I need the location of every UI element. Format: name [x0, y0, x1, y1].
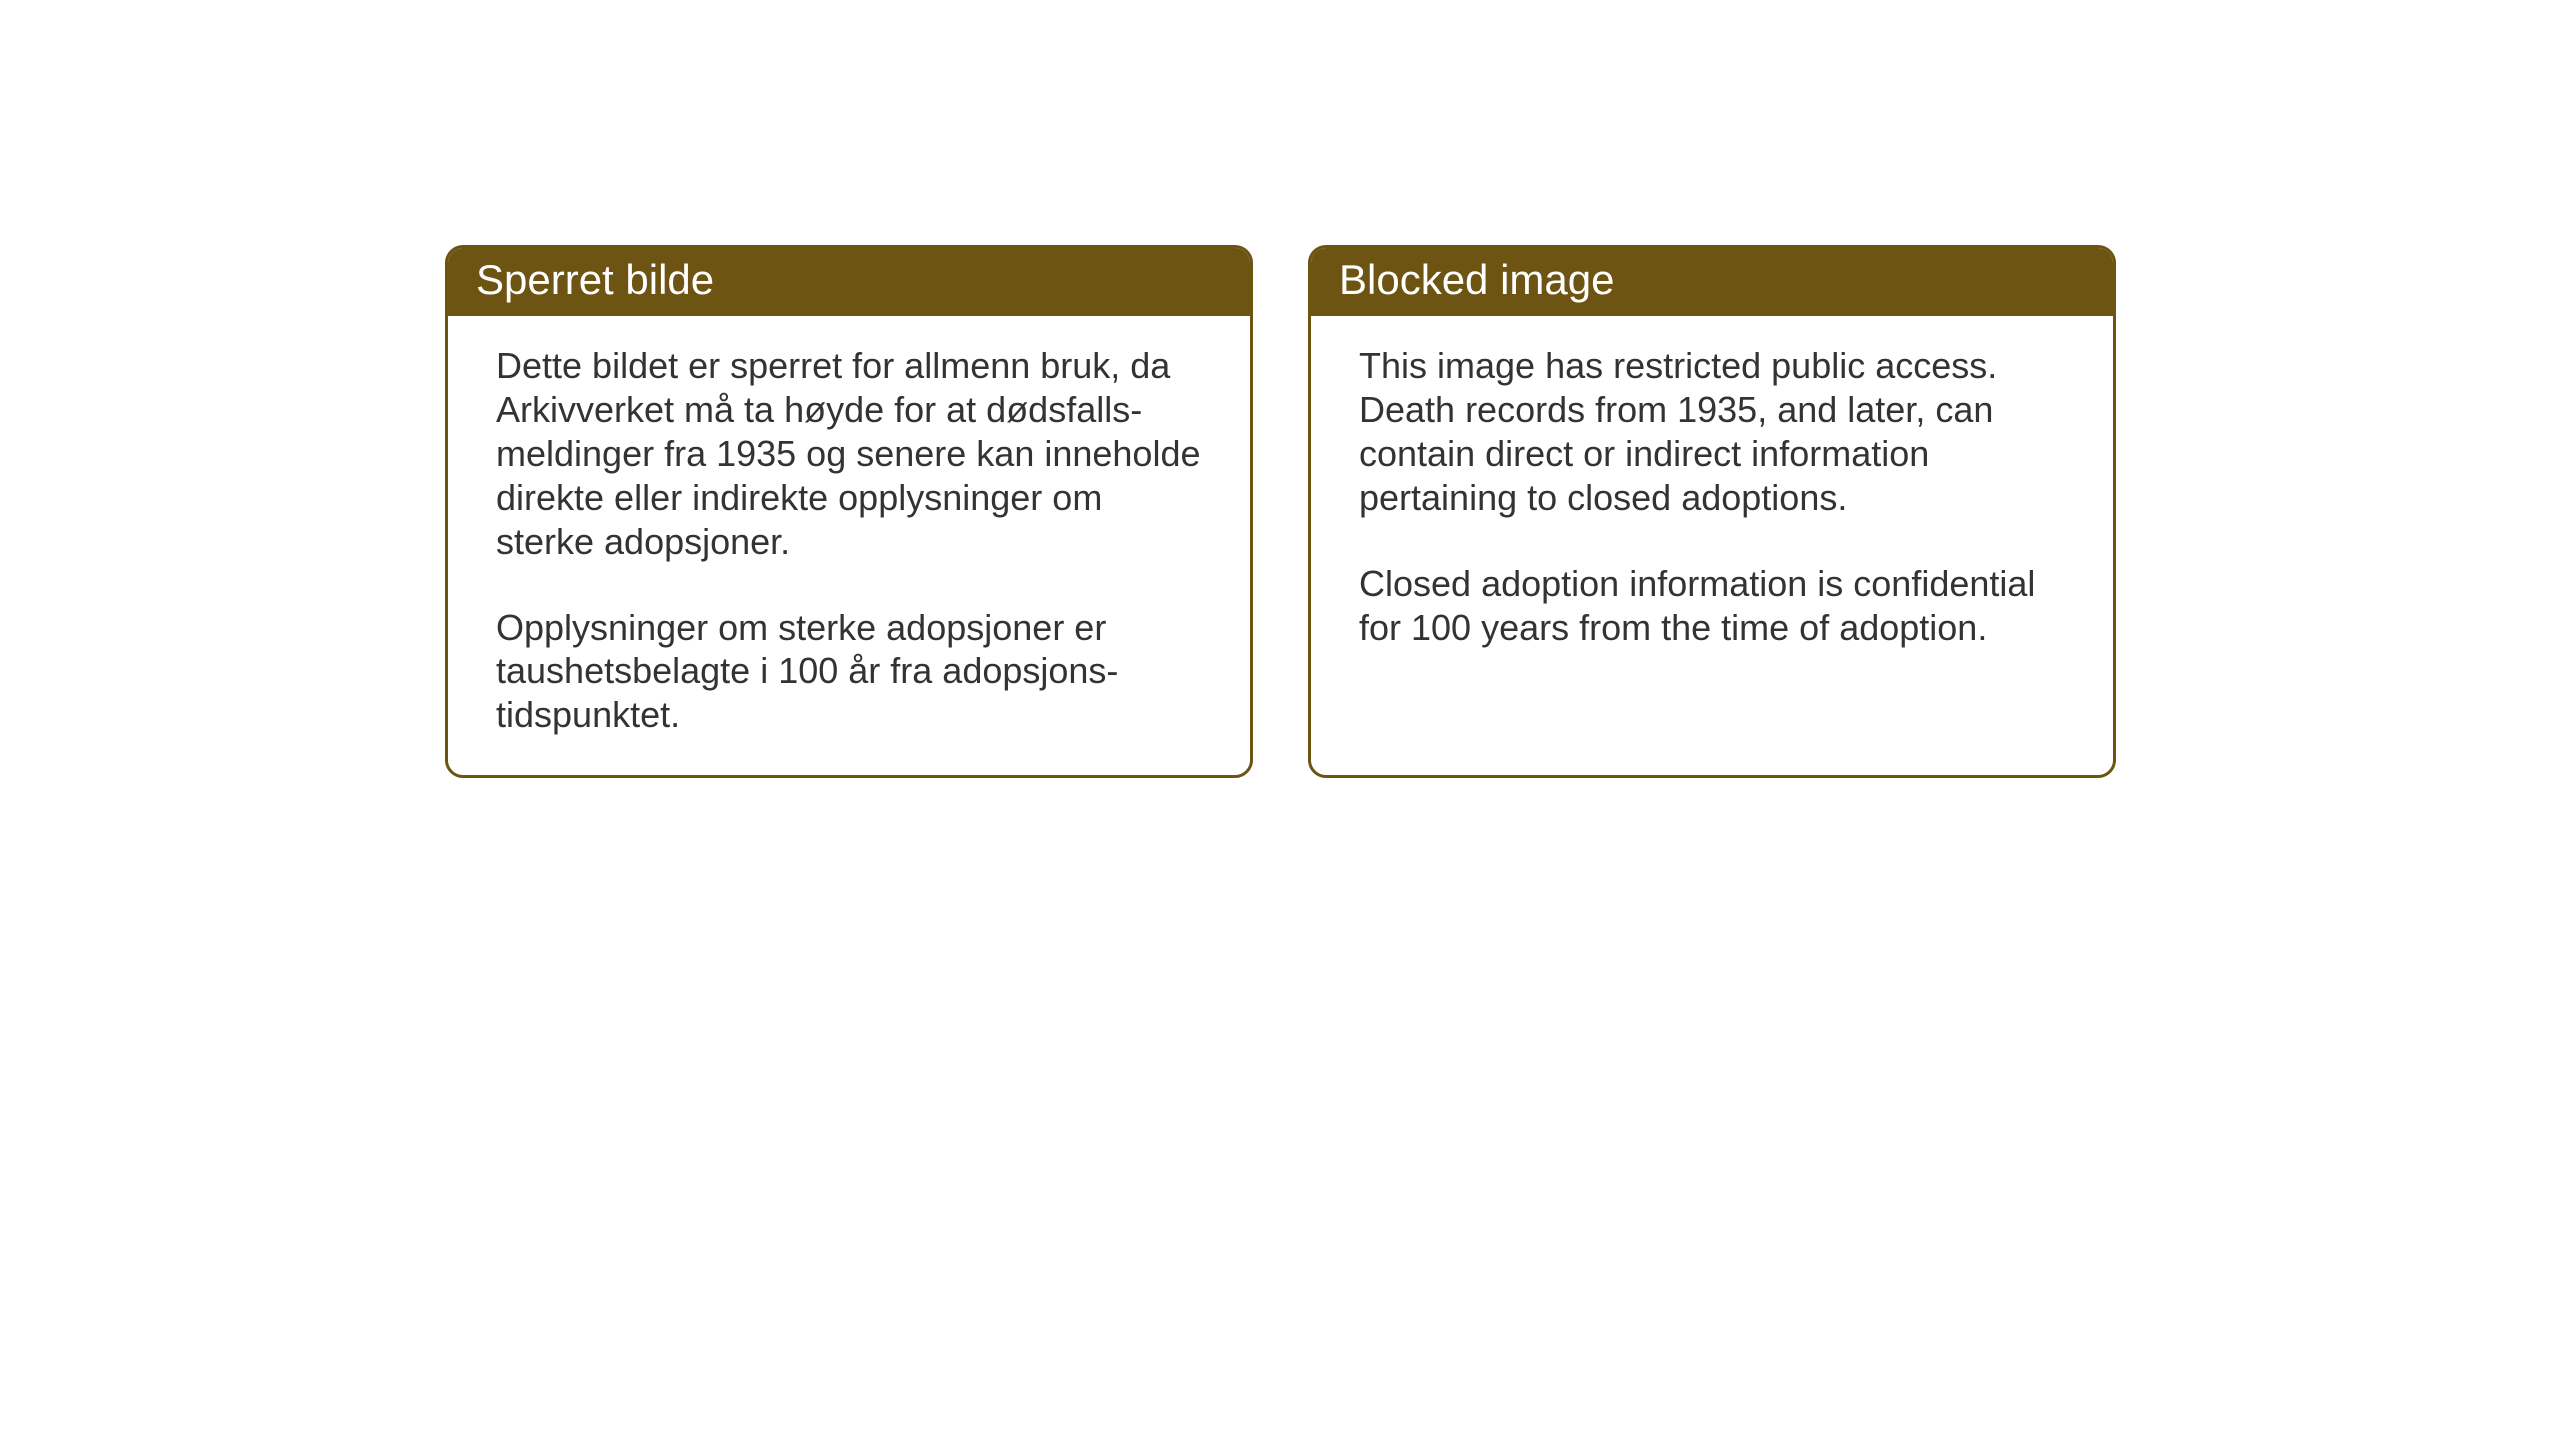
card-paragraph-1-english: This image has restricted public access.… — [1359, 344, 2065, 520]
card-header-english: Blocked image — [1311, 248, 2113, 316]
card-title-english: Blocked image — [1339, 256, 1614, 303]
notice-card-norwegian: Sperret bilde Dette bildet er sperret fo… — [445, 245, 1253, 778]
card-header-norwegian: Sperret bilde — [448, 248, 1250, 316]
card-title-norwegian: Sperret bilde — [476, 256, 714, 303]
card-body-norwegian: Dette bildet er sperret for allmenn bruk… — [448, 316, 1250, 775]
card-body-english: This image has restricted public access.… — [1311, 316, 2113, 687]
card-paragraph-2-english: Closed adoption information is confident… — [1359, 562, 2065, 650]
notice-container: Sperret bilde Dette bildet er sperret fo… — [445, 245, 2116, 778]
card-paragraph-2-norwegian: Opplysninger om sterke adopsjoner er tau… — [496, 606, 1202, 738]
notice-card-english: Blocked image This image has restricted … — [1308, 245, 2116, 778]
card-paragraph-1-norwegian: Dette bildet er sperret for allmenn bruk… — [496, 344, 1202, 564]
